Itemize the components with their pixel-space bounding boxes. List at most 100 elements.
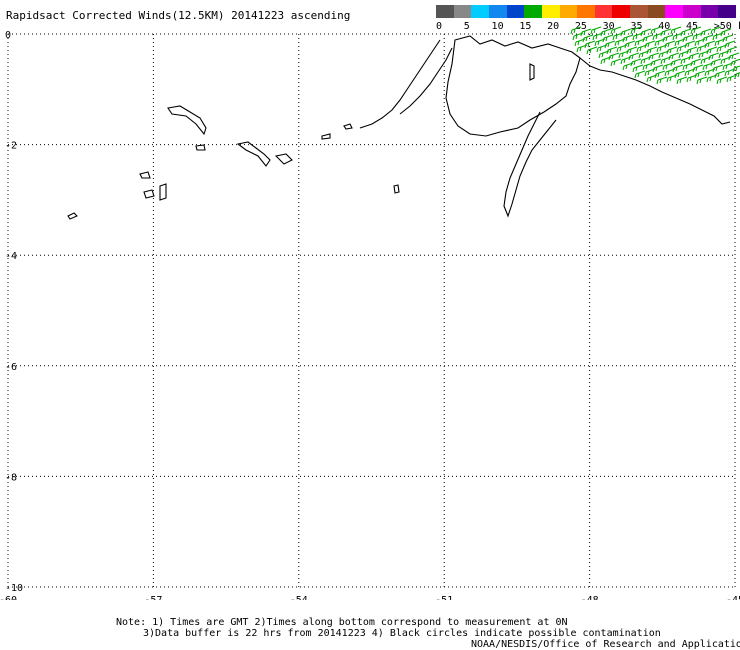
x-tick-label: -48: [581, 595, 599, 600]
wind-barb: [608, 52, 620, 61]
legend-color-bar: [577, 5, 596, 18]
wind-barb: [572, 32, 584, 41]
wind-barb: [654, 70, 666, 79]
island-west-7: [159, 183, 167, 201]
island-west-8: [67, 212, 78, 220]
wind-barb: [646, 74, 658, 83]
wind-barb: [644, 40, 656, 49]
wind-barb: [642, 34, 654, 43]
wind-barb: [710, 58, 722, 67]
wind-barb: [712, 64, 724, 73]
y-tick-label: -6: [5, 362, 17, 373]
wind-barb: [696, 44, 708, 53]
legend-label: 5: [463, 21, 470, 32]
wind-barb: [668, 52, 680, 61]
wind-barb: [612, 32, 624, 41]
x-tick-label: -54: [290, 595, 308, 600]
wind-barb: [720, 56, 732, 65]
wind-barb: [728, 52, 740, 61]
wind-barb: [590, 26, 602, 35]
wind-barb: [632, 64, 644, 73]
wind-barb: [686, 46, 698, 55]
wind-barb: [624, 40, 636, 49]
wind-barb: [604, 40, 616, 49]
legend-label: 45: [686, 21, 699, 32]
wind-barb: [716, 44, 728, 53]
wind-barb: [718, 50, 730, 59]
wind-barb: [630, 26, 642, 35]
wind-barb: [714, 70, 726, 79]
wind-barb: [634, 38, 646, 47]
wind-barb: [654, 38, 666, 47]
legend-color-bar: [541, 5, 561, 18]
wind-barb: [720, 28, 732, 37]
island-west-5: [139, 171, 151, 179]
wind-barb: [658, 50, 670, 59]
wind-barb: [656, 76, 668, 85]
coastline-east: [579, 57, 731, 125]
wind-barb: [702, 34, 714, 43]
wind-barb: [632, 32, 644, 41]
legend-color-bar: [683, 5, 702, 18]
wind-barb: [684, 40, 696, 49]
wind-barb: [636, 44, 648, 53]
note-line-3: NOAA/NESDIS/Office of Research and Appli…: [471, 639, 740, 650]
wind-barb: [618, 50, 630, 59]
wind-barb: [692, 32, 704, 41]
wind-barb: [574, 38, 586, 47]
wind-barb: [616, 44, 628, 53]
wind-barb: [712, 32, 724, 41]
wind-barb: [674, 70, 686, 79]
wind-barb: [680, 56, 692, 65]
note-line-2: 3)Data buffer is 22 hrs from 20141223 4)…: [143, 628, 661, 639]
wind-barb: [714, 38, 726, 47]
island-west-2: [236, 141, 271, 167]
wind-barb: [682, 62, 694, 71]
wind-barb: [650, 26, 662, 35]
color-legend: 0 5 10 15 20 25 30 35 40 45 >50 knots: [436, 5, 740, 33]
wind-barb: [698, 50, 710, 59]
island-mid-3: [343, 123, 353, 130]
wind-barb: [600, 56, 612, 65]
wind-barb: [630, 58, 642, 67]
legend-label: 40: [658, 21, 671, 32]
island-west-6: [143, 189, 155, 199]
wind-barb: [694, 38, 706, 47]
x-tick-label: -51: [435, 595, 453, 600]
wind-barb: [648, 52, 660, 61]
legend-color-bar: [630, 5, 649, 18]
wind-barb: [708, 52, 720, 61]
wind-barb: [602, 34, 614, 43]
wind-barb: [684, 68, 696, 77]
wind-barb: [634, 70, 646, 79]
wind-barb: [662, 62, 674, 71]
wind-barb: [640, 28, 652, 37]
wind-barb: [696, 76, 708, 85]
wind-barb: [628, 52, 640, 61]
wind-barb: [656, 44, 668, 53]
legend-color-bar: [524, 5, 543, 18]
wind-barb: [674, 38, 686, 47]
y-tick-label: 0: [5, 30, 11, 41]
legend-color-bar: [594, 5, 613, 18]
wind-barb: [676, 76, 688, 85]
x-tick-label: -57: [144, 595, 162, 600]
legend-label: 25: [574, 21, 587, 32]
island-west-3: [274, 153, 293, 165]
wind-barb: [706, 74, 718, 83]
wind-barb: [652, 32, 664, 41]
wind-barb: [606, 46, 618, 55]
legend-label: 15: [519, 21, 532, 32]
wind-barb: [724, 40, 736, 49]
x-tick-label: -60: [0, 595, 17, 600]
wind-barb: [664, 68, 676, 77]
legend-label: 35: [630, 21, 643, 32]
wind-barb: [700, 56, 712, 65]
legend-label: 30: [602, 21, 615, 32]
y-tick-label: -8: [5, 472, 17, 483]
wind-barb: [672, 32, 684, 41]
wind-barb: [666, 74, 678, 83]
wind-barb: [688, 52, 700, 61]
legend-color-bar: [700, 5, 719, 18]
wind-barb: [600, 28, 612, 37]
